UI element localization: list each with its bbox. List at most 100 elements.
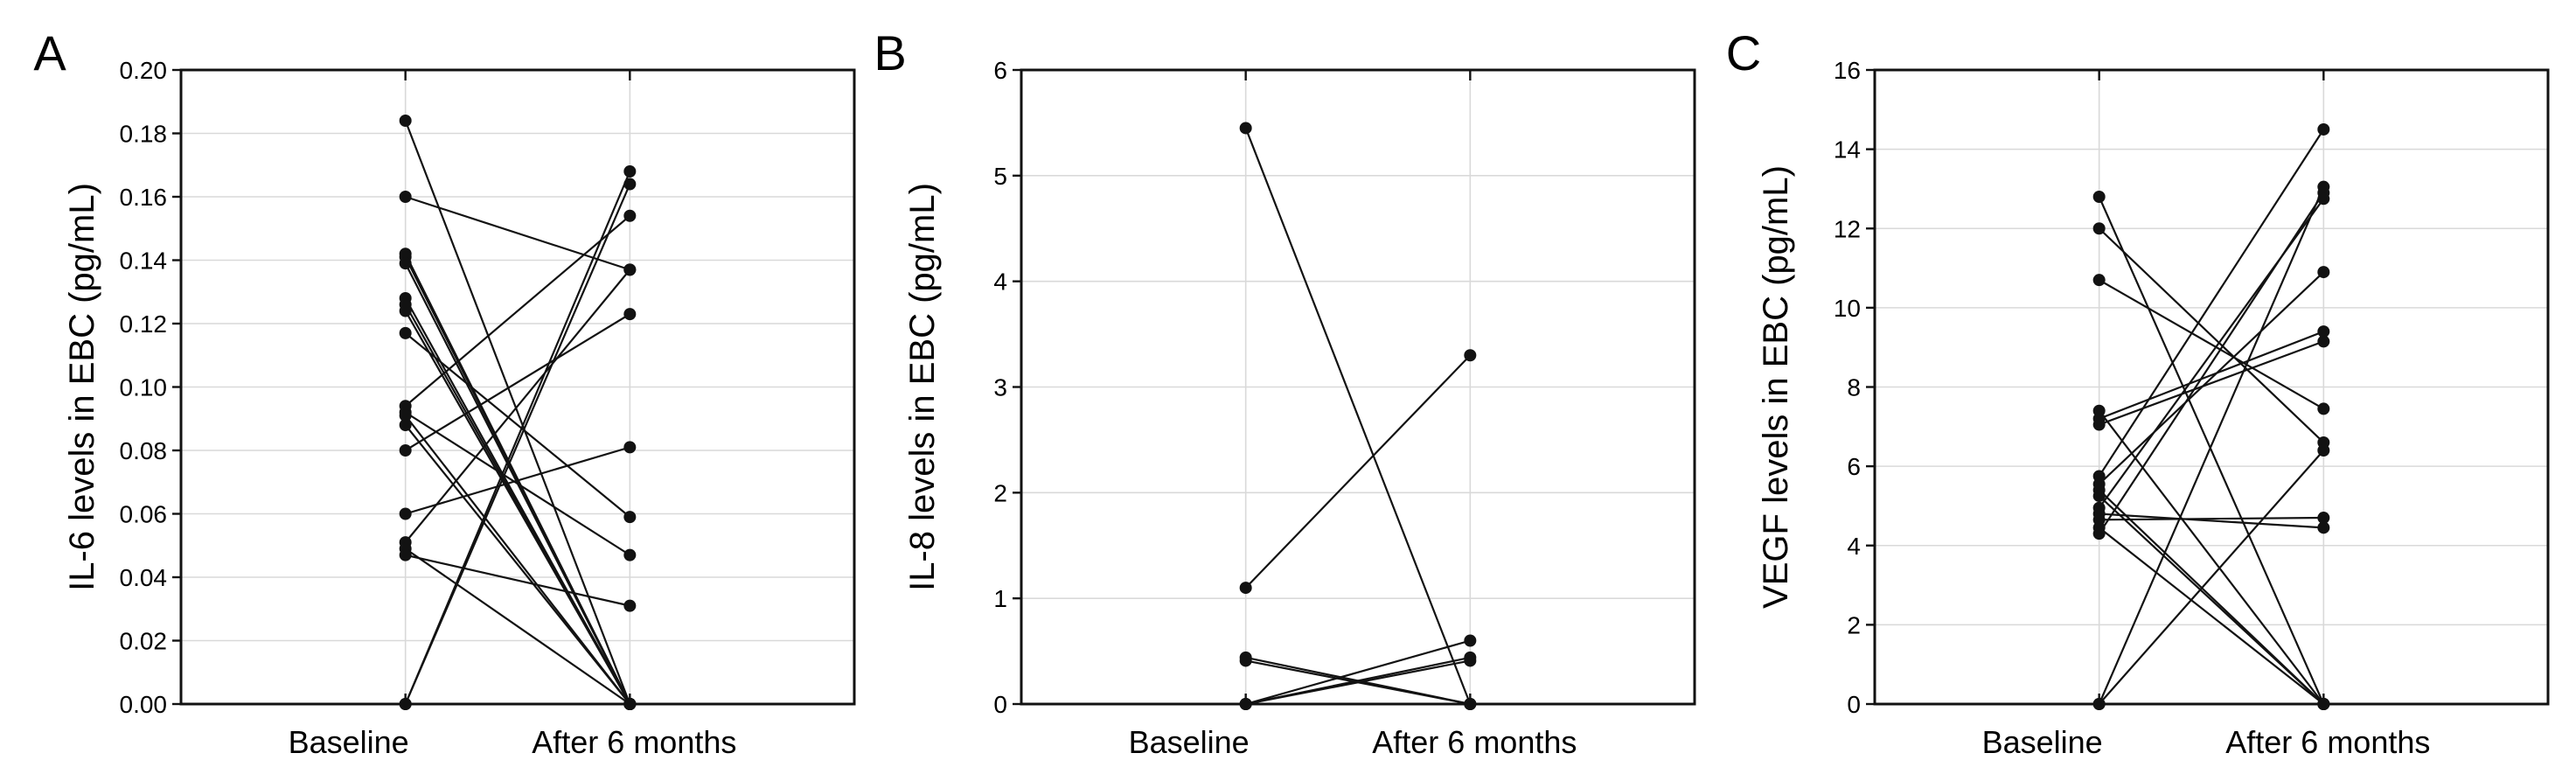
pair-line-subject-15 bbox=[405, 446, 630, 515]
data-point-after-subject-5 bbox=[2317, 325, 2330, 338]
y-tick-label: 0.18 bbox=[120, 121, 168, 148]
data-point-after-subject-9 bbox=[623, 511, 637, 524]
pair-line-subject-13 bbox=[404, 424, 631, 705]
data-point-after-subject-4 bbox=[1464, 698, 1477, 710]
x-category-label-baseline: Baseline bbox=[289, 724, 409, 760]
pair-line-subject-8 bbox=[2098, 271, 2325, 485]
y-tick-label: 0.16 bbox=[120, 184, 168, 211]
y-tick-label: 16 bbox=[1834, 57, 1861, 84]
data-point-baseline-subject-4 bbox=[1239, 654, 1252, 667]
data-point-after-subject-7 bbox=[1464, 654, 1477, 667]
plot-frame bbox=[1020, 68, 1696, 706]
pair-line-subject-5 bbox=[2099, 331, 2324, 420]
data-point-baseline-subject-20 bbox=[399, 698, 412, 710]
data-point-baseline-subject-17 bbox=[2092, 698, 2106, 710]
y-tick-label: 0.00 bbox=[120, 691, 168, 718]
y-tick-label: 12 bbox=[1834, 215, 1861, 242]
x-category-label-after: After 6 months bbox=[2225, 724, 2430, 760]
y-tick-label: 2 bbox=[993, 479, 1007, 506]
x-category-label-after: After 6 months bbox=[1372, 724, 1577, 760]
panel-letter-c: C bbox=[1726, 25, 1761, 80]
pair-line-subject-3 bbox=[2099, 279, 2324, 410]
data-point-after-subject-11 bbox=[623, 548, 637, 561]
y-tick-label: 0.02 bbox=[120, 628, 168, 655]
pair-line-subject-11 bbox=[405, 411, 630, 556]
pair-line-subject-2 bbox=[405, 195, 630, 271]
data-point-after-subject-13 bbox=[2317, 512, 2330, 525]
y-tick-label: 2 bbox=[1847, 611, 1861, 638]
pair-line-subject-14 bbox=[2098, 526, 2325, 705]
data-point-after-subject-17 bbox=[2317, 444, 2330, 457]
data-point-baseline-subject-2 bbox=[2092, 222, 2106, 235]
pair-line-subject-16 bbox=[2098, 186, 2325, 705]
pair-line-subject-7 bbox=[2098, 129, 2325, 478]
y-tick-label: 6 bbox=[993, 57, 1007, 84]
pair-line-subject-17 bbox=[2098, 450, 2325, 705]
data-point-baseline-subject-14 bbox=[399, 444, 412, 457]
y-axis-title: VEGF levels in EBC (pg/mL) bbox=[1757, 165, 1795, 609]
pair-line-subject-9 bbox=[404, 332, 631, 518]
data-point-after-subject-14 bbox=[2317, 698, 2330, 710]
data-point-after-subject-17 bbox=[623, 698, 637, 710]
y-axis-title: IL-6 levels in EBC (pg/mL) bbox=[63, 183, 101, 591]
data-point-baseline-subject-18 bbox=[399, 548, 412, 561]
y-tick-label: 0.14 bbox=[120, 248, 168, 275]
y-tick-label: 10 bbox=[1834, 295, 1861, 322]
data-point-baseline-subject-1 bbox=[2092, 191, 2106, 203]
pair-line-subject-10 bbox=[2098, 495, 2325, 705]
data-point-baseline-subject-5 bbox=[399, 257, 412, 270]
pair-line-subject-16 bbox=[404, 268, 631, 543]
data-point-after-subject-6 bbox=[2317, 335, 2330, 348]
pair-line-subject-5 bbox=[1245, 639, 1471, 706]
pair-line-subject-17 bbox=[405, 547, 630, 705]
panel-letter-a: A bbox=[33, 25, 66, 80]
pair-line-subject-14 bbox=[405, 313, 630, 451]
y-tick-label: 0.04 bbox=[120, 564, 168, 591]
panel-a-il-6: 0.00 0.02 0.04 0.06 0.08 0.10 0.12 0.14 0.16 0.18… bbox=[33, 25, 856, 760]
pair-line-subject-13 bbox=[2099, 516, 2324, 521]
data-point-baseline-subject-2 bbox=[399, 191, 412, 203]
pair-line-subject-18 bbox=[405, 554, 630, 607]
data-point-baseline-subject-1 bbox=[1239, 122, 1252, 135]
y-tick-label: 8 bbox=[1847, 374, 1861, 401]
data-point-after-subject-7 bbox=[2317, 122, 2330, 136]
y-tick-label: 14 bbox=[1834, 136, 1861, 164]
data-point-after-subject-18 bbox=[623, 599, 637, 612]
y-tick-label: 0.12 bbox=[120, 310, 168, 338]
pair-line-subject-7 bbox=[1245, 659, 1471, 706]
panel-c-vegf: 0 2 4 6 8 10 12 14 16 Baseline After 6 months VEGF … bbox=[1726, 25, 2550, 760]
data-point-baseline-subject-15 bbox=[2092, 527, 2106, 540]
panel-letter-b: B bbox=[874, 25, 906, 80]
pair-line-subject-8 bbox=[404, 310, 631, 705]
x-category-label-after: After 6 months bbox=[532, 724, 736, 760]
x-category-label-baseline: Baseline bbox=[1982, 724, 2103, 760]
y-tick-label: 0.08 bbox=[120, 437, 168, 464]
pair-line-subject-4 bbox=[2098, 410, 2325, 705]
plot-frame bbox=[179, 68, 856, 706]
y-tick-label: 1 bbox=[993, 585, 1007, 612]
y-tick-label: 0 bbox=[1847, 691, 1861, 718]
pair-line-subject-1 bbox=[404, 120, 631, 705]
data-point-baseline-subject-10 bbox=[2092, 490, 2106, 503]
data-point-after-subject-8 bbox=[2317, 266, 2330, 279]
data-point-after-subject-12 bbox=[2317, 521, 2330, 534]
y-axis-title: IL-8 levels in EBC (pg/mL) bbox=[903, 183, 942, 591]
y-tick-label: 0 bbox=[993, 691, 1007, 718]
pair-line-subject-10 bbox=[404, 214, 631, 408]
y-tick-label: 3 bbox=[993, 374, 1007, 401]
y-tick-label: 0.06 bbox=[120, 501, 168, 528]
pair-line-subject-2 bbox=[1244, 354, 1472, 589]
pair-line-subject-6 bbox=[2099, 340, 2324, 426]
data-point-after-subject-3 bbox=[2317, 402, 2330, 415]
data-point-after-subject-20 bbox=[623, 178, 637, 191]
pair-line-subject-2 bbox=[2098, 227, 2325, 443]
pair-line-subject-1 bbox=[1244, 128, 1472, 705]
data-point-baseline-subject-6 bbox=[2092, 418, 2106, 431]
y-tick-label: 0.20 bbox=[120, 57, 168, 84]
y-tick-label: 6 bbox=[1847, 453, 1861, 480]
data-point-after-subject-19 bbox=[623, 165, 637, 178]
data-point-baseline-subject-15 bbox=[399, 507, 412, 520]
data-point-baseline-subject-3 bbox=[2092, 274, 2106, 287]
